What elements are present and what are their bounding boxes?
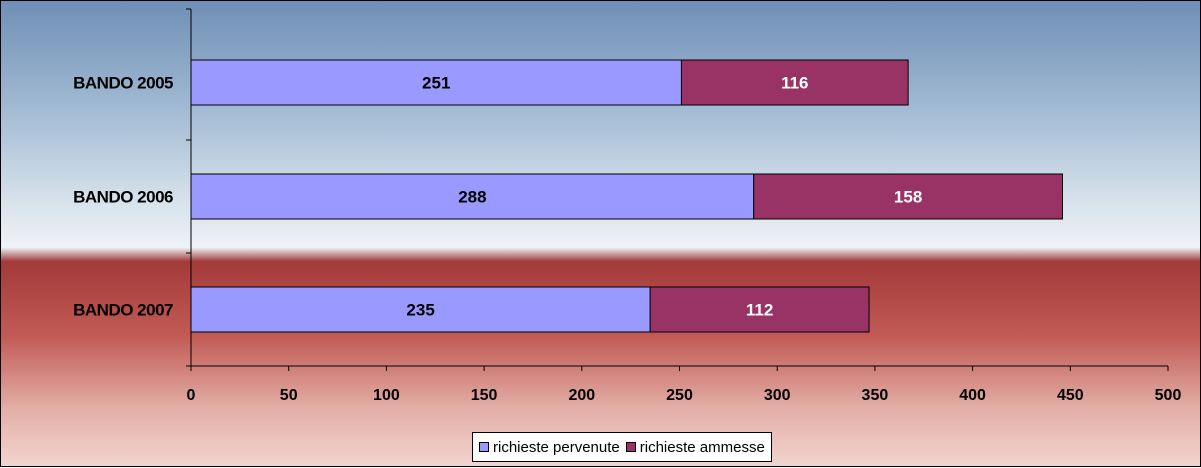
x-tick-label-350: 350 [862, 387, 889, 404]
x-tick-label-300: 300 [764, 387, 791, 404]
legend: richieste pervenute richieste ammesse [472, 432, 772, 462]
data-label-pervenute-2: 235 [406, 301, 434, 320]
legend-swatch-ammesse [625, 442, 636, 452]
x-tick-label-250: 250 [666, 387, 693, 404]
legend-swatch-pervenute [479, 442, 489, 452]
category-label-0: BANDO 2005 [73, 74, 173, 93]
bar-pervenute-0 [190, 59, 682, 106]
bar-ammesse-2 [649, 286, 870, 333]
legend-item-pervenute: richieste pervenute [479, 439, 620, 456]
data-label-ammesse-0: 116 [781, 74, 808, 93]
data-label-ammesse-1: 158 [894, 188, 922, 207]
labels-layer: 0 50 100 150 200 250 300 350 400 450 500 251 116 BAND… [73, 74, 1181, 405]
data-label-pervenute-0: 251 [422, 74, 450, 93]
legend-label-pervenute: richieste pervenute [493, 438, 620, 456]
data-label-pervenute-1: 288 [458, 188, 486, 207]
x-tick-label-500: 500 [1155, 387, 1182, 404]
axis-layer [186, 8, 1169, 371]
x-tick-label-0: 0 [187, 387, 196, 404]
bar-ammesse-1 [753, 173, 1063, 220]
legend-label-ammesse: richieste ammesse [639, 438, 765, 456]
category-label-2: BANDO 2007 [73, 301, 173, 320]
data-label-ammesse-2: 112 [746, 301, 773, 320]
x-tick-label-400: 400 [959, 387, 986, 404]
bars-layer [190, 59, 1063, 333]
bar-ammesse-0 [680, 59, 909, 106]
x-tick-label-50: 50 [280, 387, 298, 404]
bar-pervenute-2 [190, 286, 651, 333]
x-tick-label-150: 150 [471, 387, 498, 404]
legend-item-ammesse: richieste ammesse [625, 438, 765, 456]
bar-pervenute-1 [190, 173, 755, 220]
x-tick-label-200: 200 [568, 387, 595, 404]
x-tick-label-100: 100 [373, 387, 400, 404]
x-tick-label-450: 450 [1057, 387, 1084, 404]
category-label-1: BANDO 2006 [73, 188, 173, 207]
